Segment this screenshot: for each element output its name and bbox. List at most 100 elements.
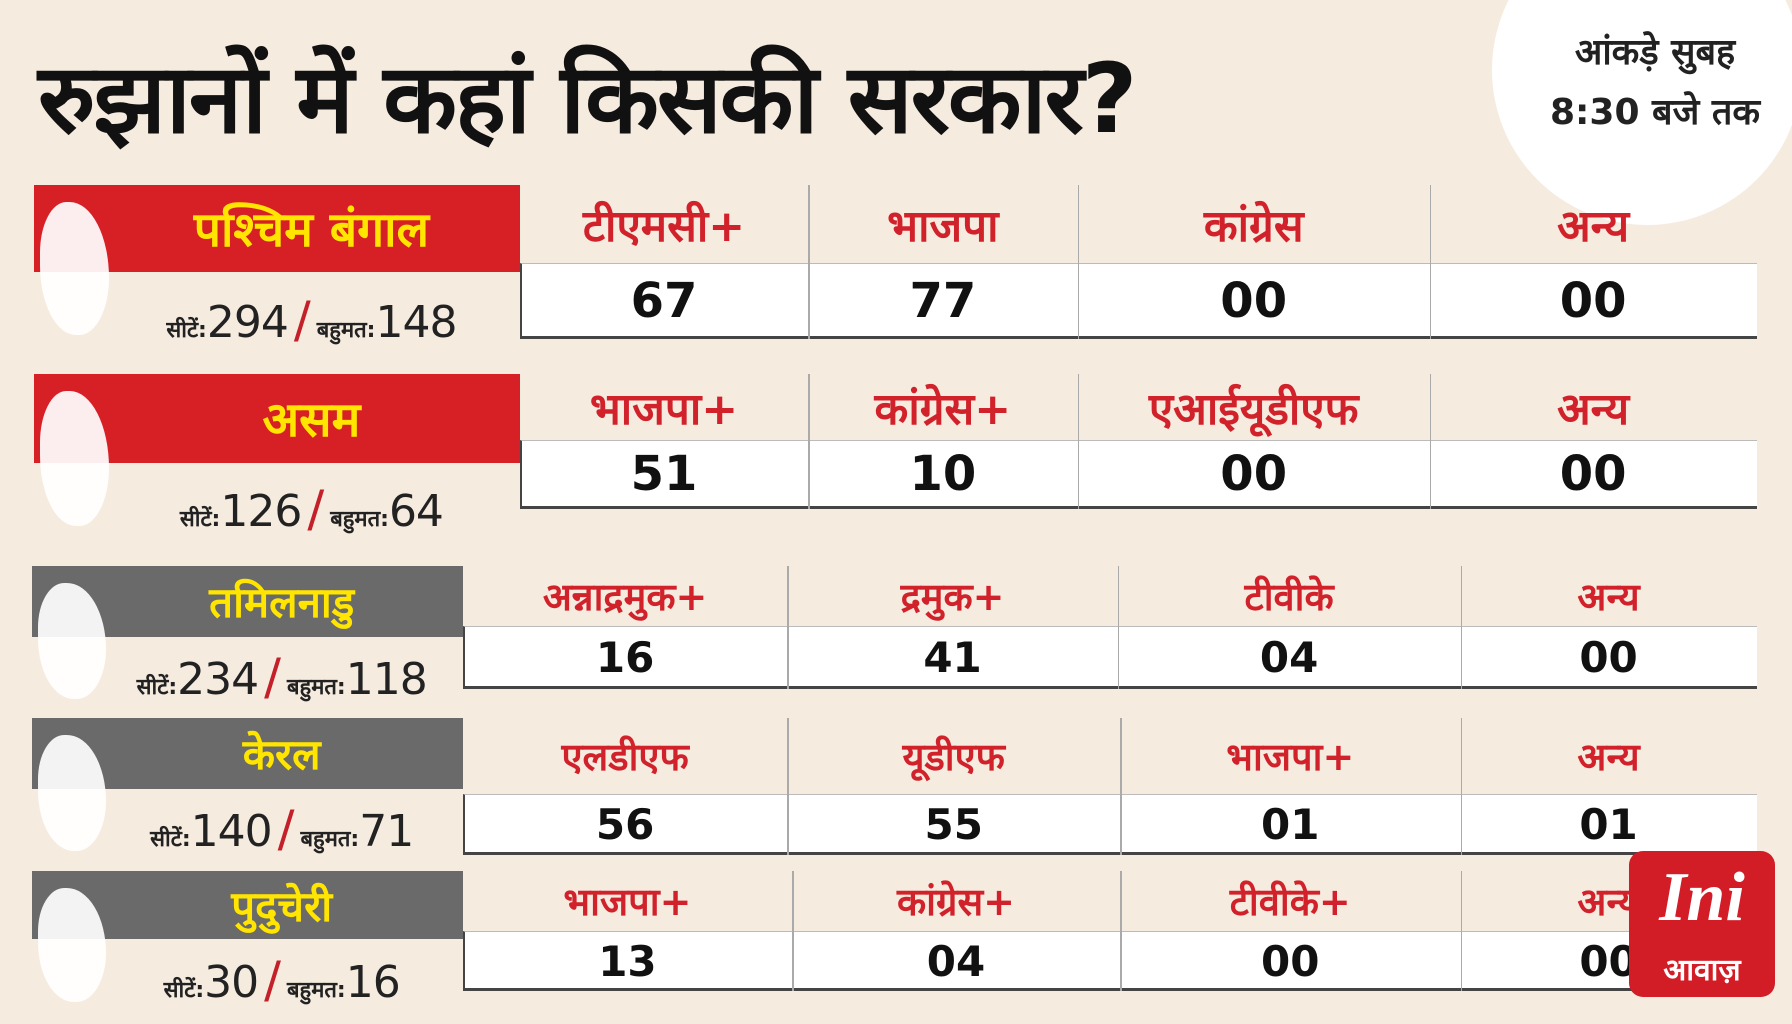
lead-count: 67 <box>630 273 698 330</box>
lead-count: 41 <box>923 633 982 683</box>
party-name: टीएमसी+ <box>582 200 746 252</box>
title: रुझानों में कहां किसकी सरकार? <box>38 43 1137 155</box>
column-divider <box>1460 717 1463 855</box>
logo-text: आवाज़ <box>1663 953 1741 988</box>
lead-count: 00 <box>1559 273 1627 330</box>
lead-count: 13 <box>598 936 657 986</box>
state-map <box>37 734 107 852</box>
party-name: एलडीएफ <box>561 734 689 779</box>
lead-count: 77 <box>909 273 977 330</box>
seats-value: 294 <box>206 297 289 349</box>
party-name: अन्य <box>1577 734 1640 779</box>
state-banner <box>34 185 520 272</box>
lead-count: 51 <box>630 446 698 503</box>
column-divider <box>1117 565 1120 690</box>
state-map <box>37 582 107 700</box>
state-map <box>37 888 107 1003</box>
state-map <box>40 202 109 335</box>
party-name: भाजपा+ <box>1226 734 1355 779</box>
majority-label: बहुमत: <box>300 827 360 852</box>
divider: / <box>293 291 311 350</box>
note-line: आंकड़े सुबह <box>1574 32 1736 73</box>
state-name: केरल <box>242 729 321 779</box>
lead-count: 04 <box>1259 633 1319 683</box>
party-name: कांग्रेस+ <box>897 880 1015 925</box>
logo-mark: Ini <box>1659 859 1745 936</box>
column-divider <box>1429 185 1432 340</box>
seats-label: सीटें: <box>136 675 178 700</box>
state-banner <box>32 717 463 789</box>
majority-label: बहुमत: <box>286 977 346 1003</box>
divider: / <box>264 950 281 1009</box>
party-name: भाजपा+ <box>589 383 739 435</box>
seats-info: सीटें: 126/बहुमत: 64 <box>103 480 520 538</box>
party-name: द्रमुक+ <box>900 574 1005 619</box>
state-banner <box>32 565 463 637</box>
column-divider <box>1077 185 1080 340</box>
majority-label: बहुमत: <box>286 675 346 700</box>
state-name: तमिलनाडु <box>209 577 355 627</box>
value-row <box>462 626 1757 690</box>
party-name: कांग्रेस <box>1203 200 1304 252</box>
majority-value: 71 <box>359 806 414 857</box>
lead-count: 00 <box>1579 633 1638 683</box>
seats-info: सीटें: 294/बहुमत: 148 <box>103 291 520 350</box>
seats-value: 140 <box>190 806 273 857</box>
value-row <box>520 262 1757 340</box>
seats-info: सीटें: 234/बहुमत: 118 <box>101 648 463 706</box>
state-banner <box>32 870 463 940</box>
party-name: यूडीएफ <box>902 734 1005 779</box>
column-divider <box>787 565 790 690</box>
note-line: 8:30 बजे तक <box>1549 92 1761 133</box>
state-name: पश्चिम बंगाल <box>193 202 430 259</box>
lead-count: 04 <box>926 936 986 986</box>
state-name: असम <box>262 391 361 448</box>
lead-count: 00 <box>1220 273 1288 330</box>
state-name: पुदुचेरी <box>231 881 333 931</box>
column-divider <box>1077 373 1080 509</box>
party-name: कांग्रेस+ <box>874 383 1012 435</box>
divider: / <box>277 800 295 858</box>
lead-count: 55 <box>924 800 983 850</box>
column-divider <box>1460 565 1463 690</box>
column-divider <box>792 870 794 991</box>
column-divider <box>1460 870 1463 991</box>
seats-info: सीटें: 140/बहुमत: 71 <box>101 800 463 858</box>
seats-info: सीटें: 30/बहुमत: 16 <box>101 950 463 1009</box>
majority-value: 16 <box>345 956 401 1008</box>
party-name: टीवीके+ <box>1229 880 1351 925</box>
majority-value: 64 <box>388 486 444 537</box>
seats-value: 234 <box>177 654 259 705</box>
column-divider <box>1120 717 1122 855</box>
column-divider <box>808 373 810 509</box>
majority-label: बहुमत: <box>330 507 389 532</box>
party-name: अन्य <box>1577 574 1640 619</box>
seats-label: सीटें: <box>163 977 205 1003</box>
party-name: एआईयूडीएफ <box>1148 383 1359 435</box>
divider: / <box>264 648 281 706</box>
lead-count: 01 <box>1261 800 1320 850</box>
seats-label: सीटें: <box>179 507 221 532</box>
party-name: भाजपा+ <box>563 880 692 925</box>
seats-label: सीटें: <box>150 827 191 852</box>
party-name: अन्य <box>1557 383 1630 435</box>
party-name: टीवीके <box>1244 574 1334 619</box>
value-row <box>462 794 1757 855</box>
column-divider <box>1429 373 1432 509</box>
state-banner <box>34 373 520 463</box>
lead-count: 00 <box>1220 446 1288 503</box>
lead-count: 01 <box>1579 800 1638 850</box>
majority-value: 118 <box>345 654 428 705</box>
majority-label: बहुमत: <box>316 318 376 344</box>
column-divider <box>1120 870 1122 991</box>
lead-count: 00 <box>1579 936 1638 986</box>
value-row <box>462 931 1757 991</box>
seats-value: 30 <box>204 956 259 1008</box>
lead-count: 16 <box>595 633 655 683</box>
party-name: अन्य <box>1557 200 1630 252</box>
majority-value: 148 <box>375 297 457 349</box>
divider: / <box>307 480 325 538</box>
lead-count: 00 <box>1261 936 1320 986</box>
seats-label: सीटें: <box>166 318 207 344</box>
